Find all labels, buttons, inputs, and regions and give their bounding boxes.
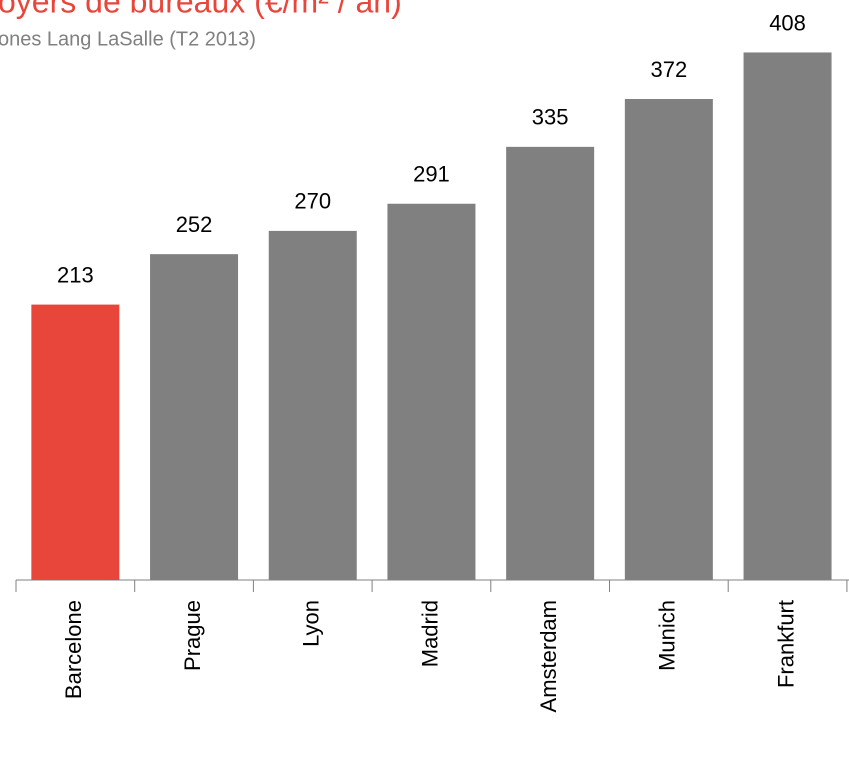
x-tick-label: Lyon bbox=[299, 600, 324, 647]
x-tick-label: Frankfurt bbox=[773, 600, 798, 688]
bar bbox=[268, 230, 357, 580]
x-tick-label: Munich bbox=[655, 600, 680, 671]
bar bbox=[624, 99, 713, 580]
chart-title: oyers de bureaux (€/m² / an) bbox=[0, 0, 402, 19]
bar bbox=[150, 254, 239, 580]
chart-subtitle: ones Lang LaSalle (T2 2013) bbox=[0, 28, 256, 50]
data-label: 270 bbox=[294, 189, 331, 214]
x-tick-label: Amsterdam bbox=[536, 600, 561, 712]
data-label: 213 bbox=[57, 262, 94, 287]
data-label: 291 bbox=[413, 162, 450, 187]
bar bbox=[743, 52, 832, 581]
x-tick-label: Madrid bbox=[417, 600, 442, 667]
bar bbox=[506, 146, 595, 580]
x-tick-label: Barcelone bbox=[61, 600, 86, 699]
data-label: 335 bbox=[532, 105, 569, 130]
x-tick-label: Prague bbox=[180, 600, 205, 671]
bar bbox=[387, 203, 476, 580]
data-label: 372 bbox=[650, 57, 687, 82]
bar bbox=[31, 304, 120, 580]
data-label: 408 bbox=[769, 10, 806, 35]
data-label: 252 bbox=[176, 212, 213, 237]
